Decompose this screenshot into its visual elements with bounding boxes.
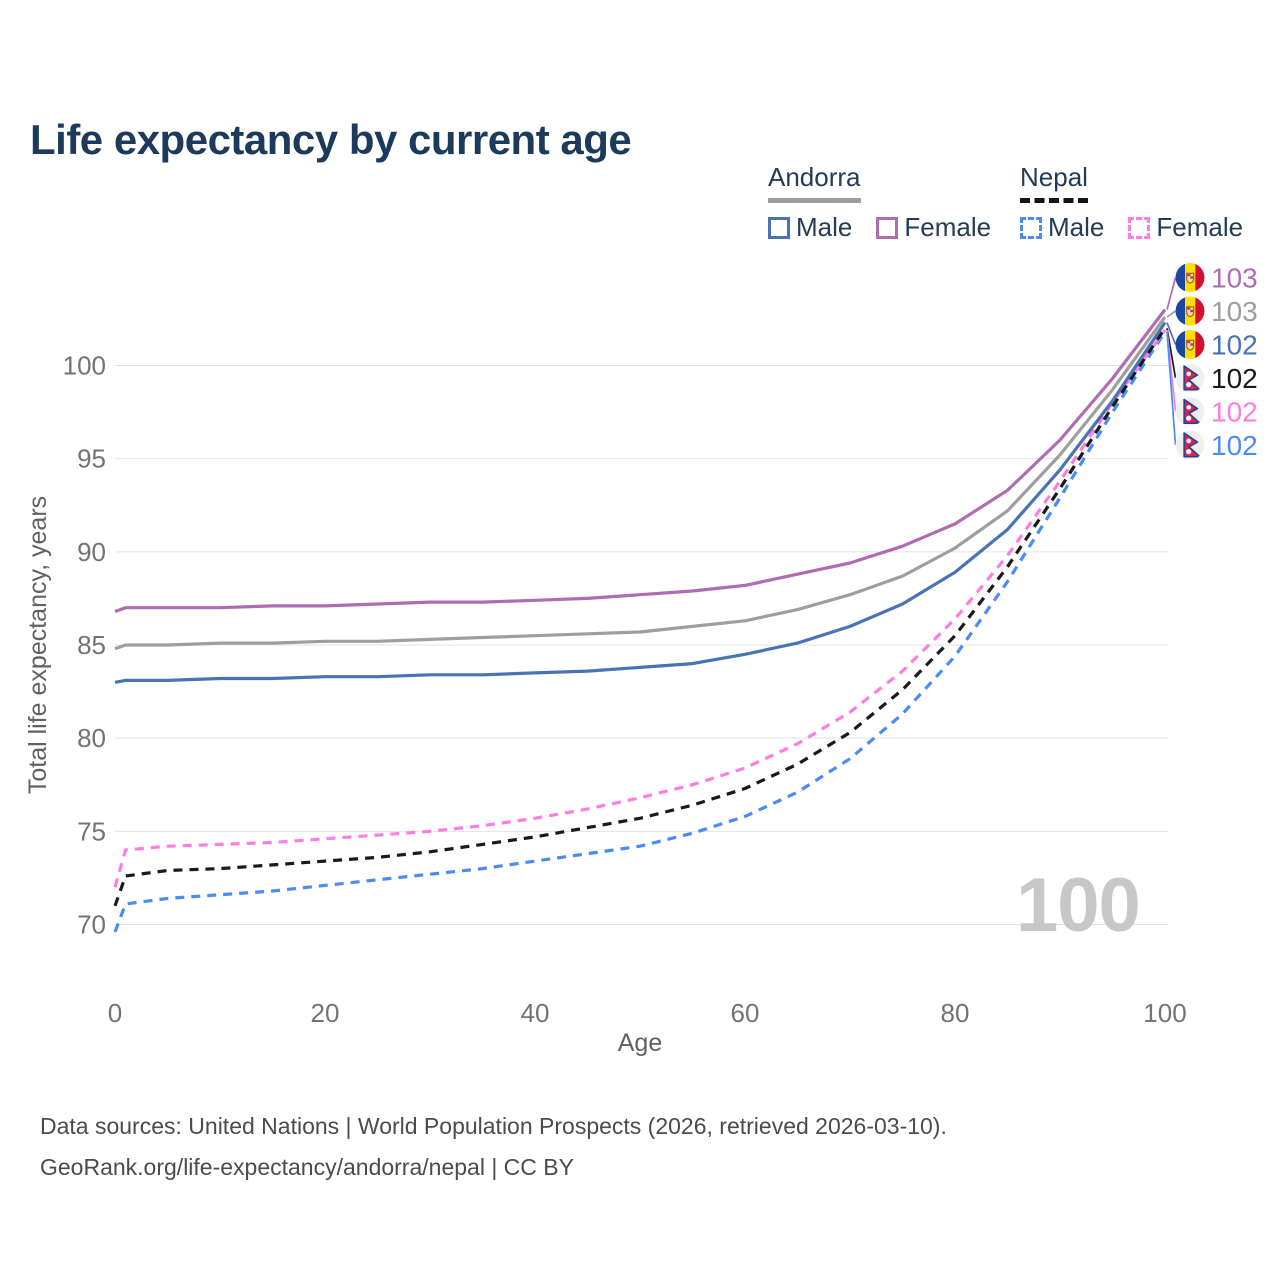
x-tick-label: 100 — [1143, 998, 1186, 1028]
age-watermark: 100 — [1016, 863, 1141, 948]
legend-item-andorra-male: Male — [768, 212, 852, 243]
x-tick-label: 60 — [731, 998, 760, 1028]
leader-line — [1166, 277, 1177, 310]
leader-line — [1166, 310, 1176, 318]
andorra-flag-icon — [1175, 296, 1205, 326]
leader-line — [1166, 322, 1177, 345]
series-line-andorra-female — [114, 308, 1167, 614]
y-tick-label: 95 — [77, 444, 106, 474]
series-line-nepal-male — [113, 331, 1167, 933]
end-value-label: 103 — [1211, 263, 1258, 294]
nepal-flag-icon — [1175, 363, 1205, 393]
nepal-male-swatch-icon — [1020, 216, 1042, 239]
y-tick-label: 70 — [77, 909, 106, 939]
legend-label-andorra-male: Male — [796, 212, 853, 242]
legend-country-nepal: Nepal — [1020, 162, 1088, 203]
end-value-label: 102 — [1211, 363, 1258, 394]
x-tick-label: 80 — [941, 998, 970, 1028]
legend-country-andorra: Andorra — [768, 162, 861, 203]
y-tick-label: 80 — [77, 723, 106, 753]
nepal-flag-icon — [1175, 397, 1205, 426]
data-sources-note: Data sources: United Nations | World Pop… — [40, 1106, 947, 1188]
x-axis-title: Age — [618, 1029, 662, 1057]
y-tick-label: 75 — [77, 816, 106, 846]
legend-label-nepal-male: Male — [1048, 212, 1105, 242]
nepal-flag-icon — [1175, 430, 1205, 460]
legend-item-andorra-female: Female — [876, 212, 991, 243]
end-value-label: 102 — [1211, 330, 1258, 361]
x-tick-label: 40 — [521, 998, 550, 1028]
x-tick-label: 0 — [108, 998, 122, 1028]
end-value-label: 102 — [1211, 430, 1258, 461]
nepal-female-swatch-icon — [1128, 216, 1151, 239]
legend-group-nepal: Nepal Male Female — [1020, 162, 1259, 243]
end-value-label: 103 — [1211, 296, 1258, 327]
legend-item-nepal-female: Female — [1128, 212, 1243, 243]
end-value-label: 102 — [1211, 397, 1258, 428]
y-axis-title: Total life expectancy, years — [24, 496, 52, 794]
y-tick-label: 100 — [63, 351, 106, 381]
series-line-andorra-both — [114, 316, 1167, 651]
legend-group-andorra: Andorra Male Female — [768, 162, 1007, 243]
x-tick-label: 20 — [311, 998, 340, 1028]
andorra-flag-icon — [1175, 330, 1205, 359]
andorra-flag-icon — [1175, 263, 1205, 292]
series-line-nepal-female — [113, 329, 1167, 888]
andorra-female-swatch-icon — [876, 216, 899, 239]
y-tick-label: 85 — [77, 630, 106, 660]
leader-line — [1166, 331, 1177, 446]
andorra-male-swatch-icon — [768, 216, 790, 239]
chart-title: Life expectancy by current age — [30, 116, 632, 164]
y-tick-label: 90 — [77, 537, 106, 567]
series-line-andorra-male — [114, 321, 1167, 684]
data-sources-line: Data sources: United Nations | World Pop… — [40, 1113, 947, 1139]
attribution-line: GeoRank.org/life-expectancy/andorra/nepa… — [40, 1154, 574, 1180]
legend-item-nepal-male: Male — [1020, 212, 1104, 243]
legend-label-andorra-female: Female — [904, 212, 992, 242]
series-line-nepal-both — [113, 327, 1167, 907]
legend-label-nepal-female: Female — [1156, 212, 1244, 242]
